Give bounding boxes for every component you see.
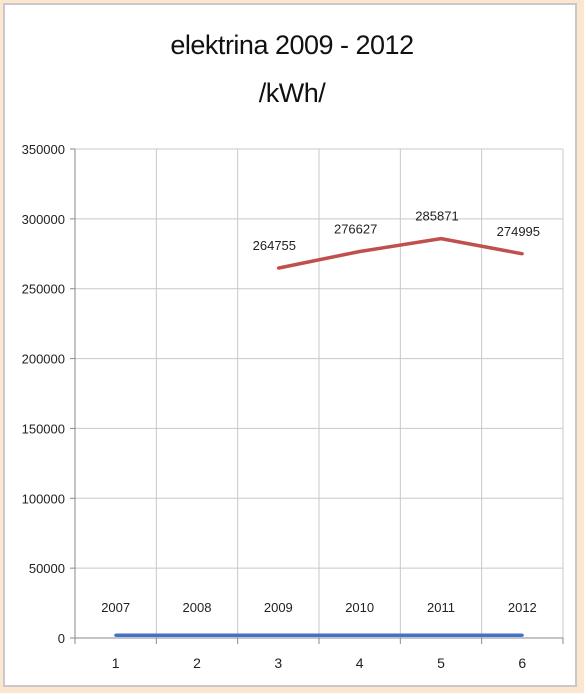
series-1-data-label: 2011 [427,600,455,615]
series-1-point [520,633,524,637]
x-tick-label: 2 [193,655,201,671]
series-1-data-label: 2007 [101,600,130,615]
series-2-data-label: 285871 [415,209,458,224]
series-2-point [358,250,362,254]
x-tick-label: 3 [274,655,282,671]
series-1-point [276,633,280,637]
chart-title: elektrina 2009 - 2012 [170,30,414,60]
y-tick-label: 150000 [22,421,65,436]
series-1-point [439,633,443,637]
series-2-point [439,237,443,241]
y-tick-label: 0 [58,631,65,646]
y-tick-label: 300000 [22,212,65,227]
y-tick-label: 350000 [22,142,65,157]
series-2-data-label: 274995 [497,224,540,239]
y-tick-label: 250000 [22,282,65,297]
x-tick-label: 4 [356,655,364,671]
series-2-data-label: 264755 [253,238,296,253]
series-2-point [276,266,280,270]
series-1-point [358,633,362,637]
series-1-point [114,633,118,637]
x-tick-label: 1 [112,655,120,671]
y-tick-label: 100000 [22,491,65,506]
y-tick-label: 50000 [29,561,65,576]
series-1-data-label: 2010 [345,600,374,615]
y-tick-label: 200000 [22,352,65,367]
series-1-data-label: 2008 [183,600,212,615]
chart-subtitle: /kWh/ [258,78,326,108]
series-2-point [520,252,524,256]
series-2-data-label: 276627 [334,222,377,237]
series-2-line [277,236,523,270]
x-tick-label: 6 [518,655,526,671]
series-1-point [195,633,199,637]
series-1-data-label: 2012 [508,600,537,615]
x-tick-label: 5 [437,655,445,671]
series-1-data-label: 2009 [264,600,293,615]
